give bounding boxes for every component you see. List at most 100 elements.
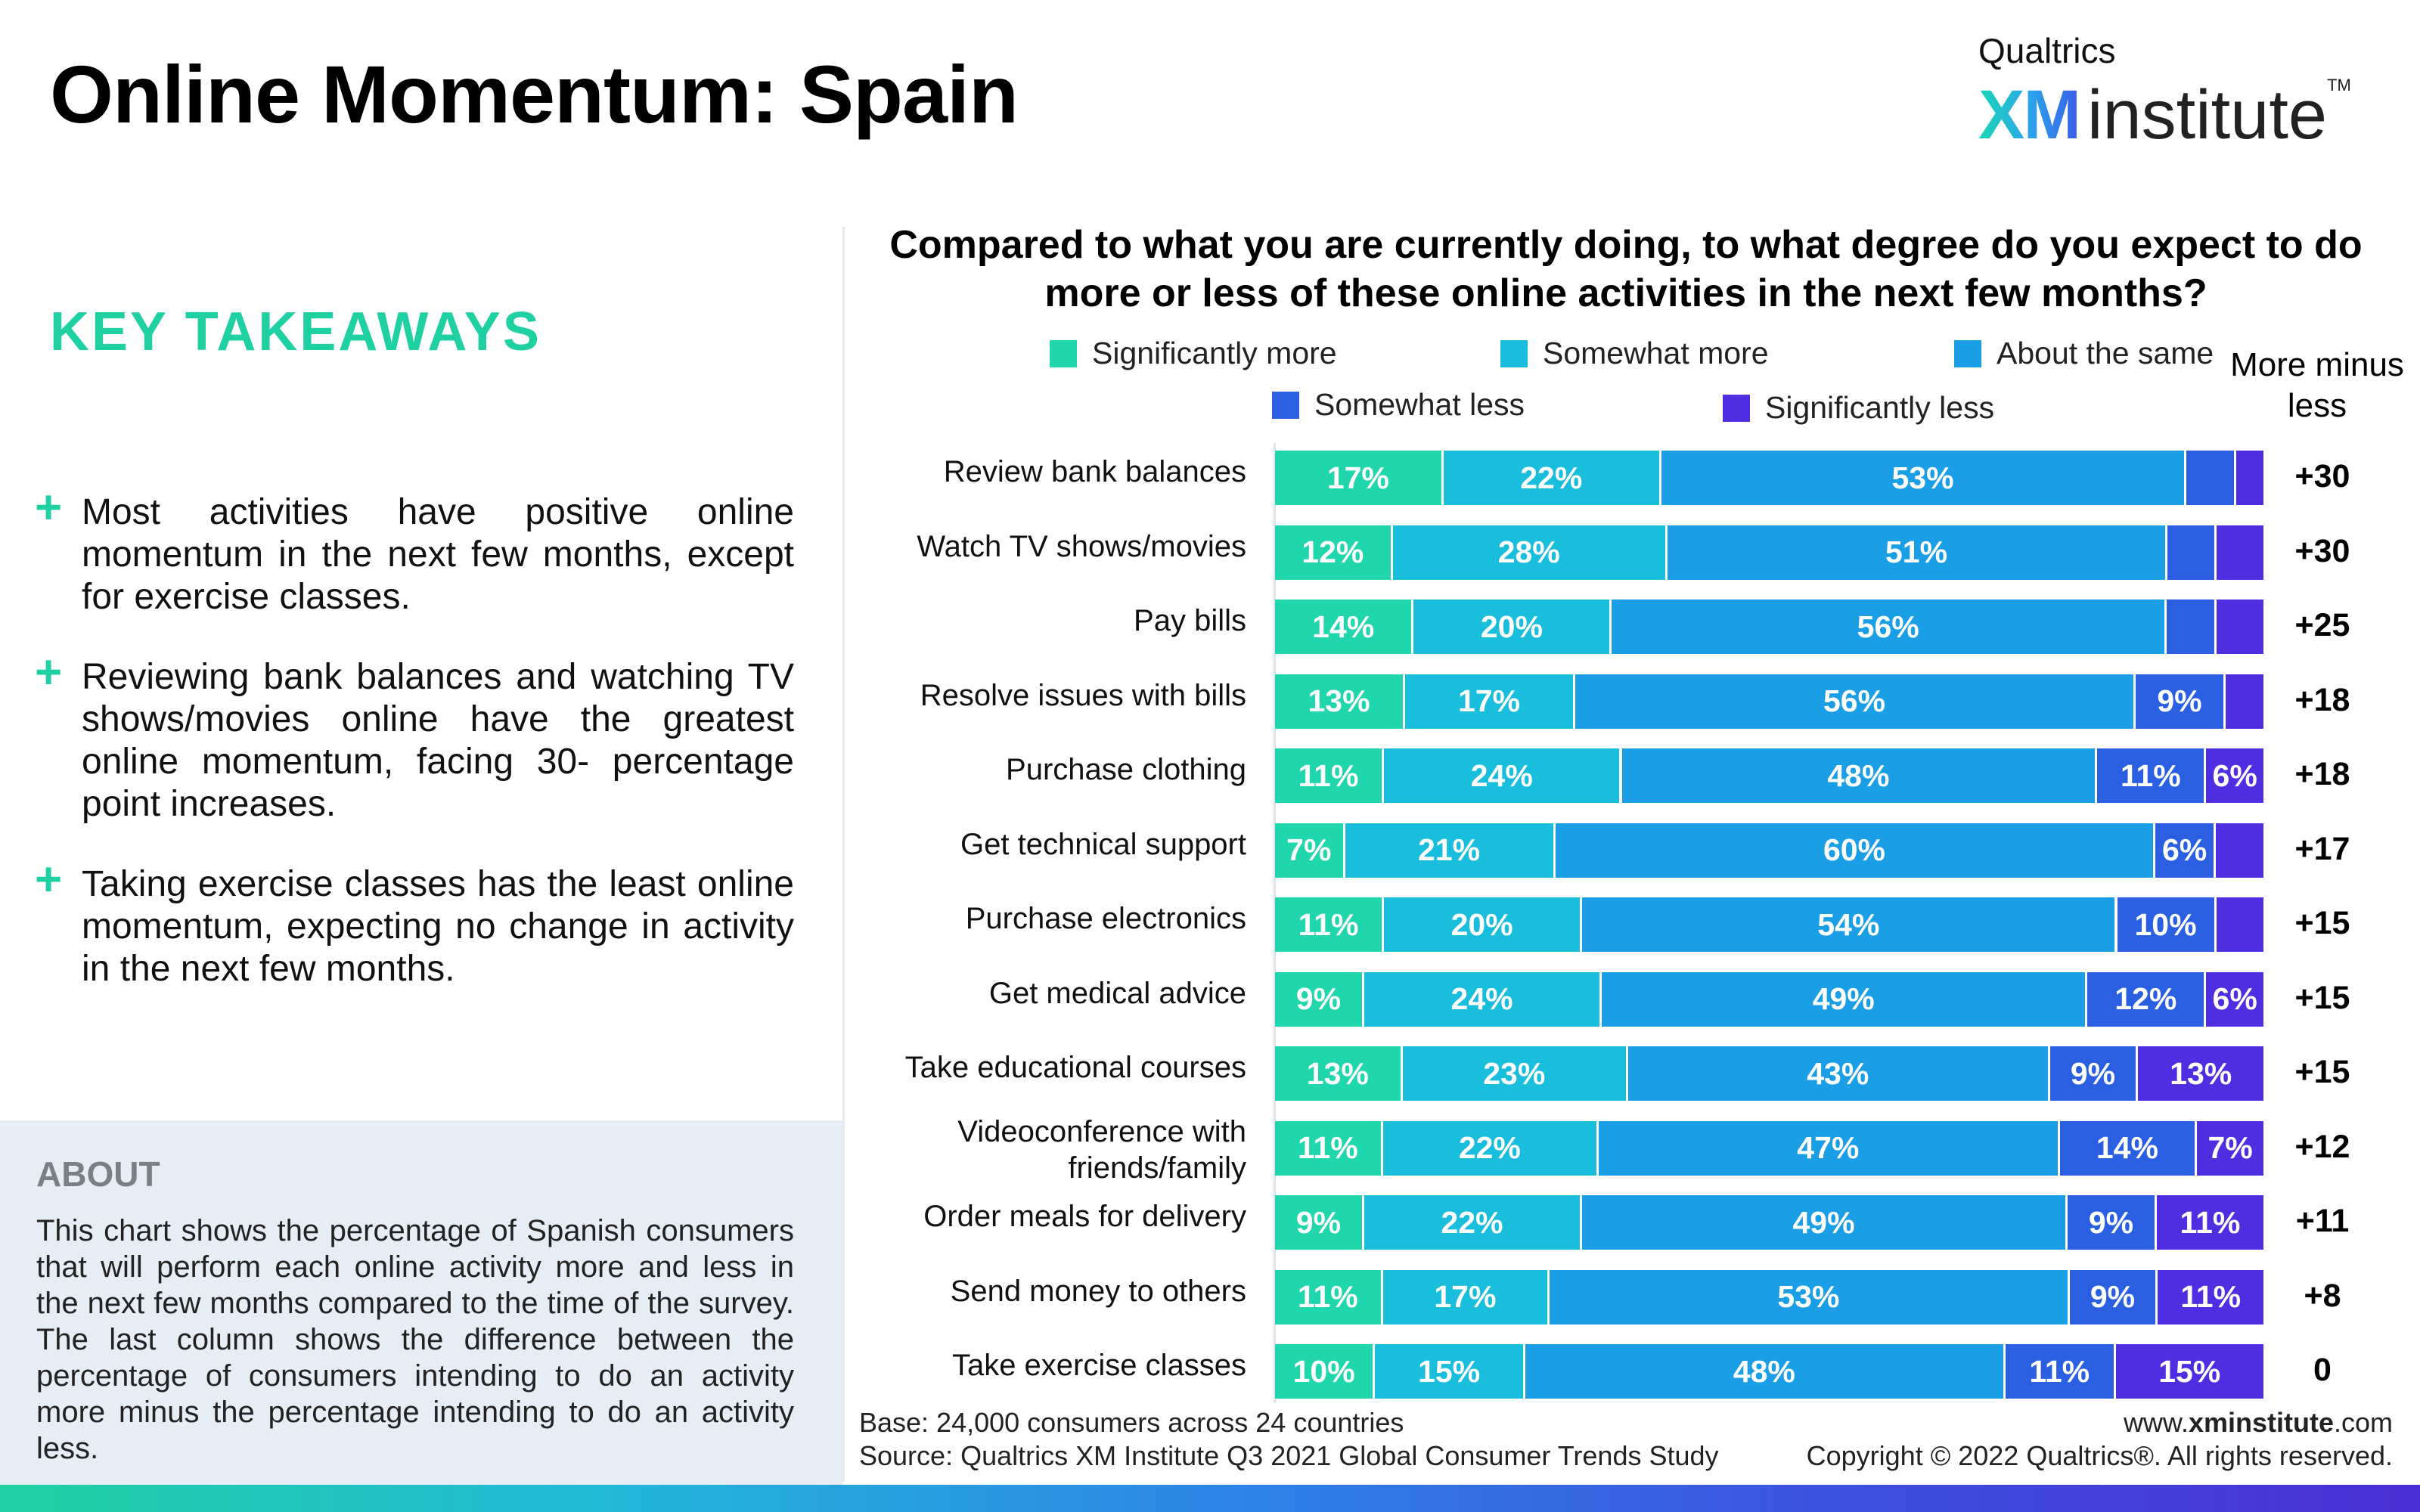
bar-segment: 11% bbox=[1275, 897, 1385, 952]
net-value: +25 bbox=[2294, 607, 2350, 643]
chart-title: Compared to what you are currently doing… bbox=[889, 223, 2363, 315]
bar-value-label: 12% bbox=[1302, 534, 1364, 569]
row-label: Review bank balances bbox=[943, 455, 1246, 488]
bar-value-label: 14% bbox=[2096, 1130, 2158, 1165]
bar-segment: 28% bbox=[1392, 525, 1668, 580]
footnote-source: Source: Qualtrics XM Institute Q3 2021 G… bbox=[859, 1440, 1719, 1471]
bar-value-label: 21% bbox=[1418, 832, 1481, 867]
key-takeaways-list: + Most activities have positive online mo… bbox=[35, 485, 794, 1028]
bar-value-label: 47% bbox=[1797, 1130, 1860, 1165]
legend-label: Somewhat more bbox=[1543, 336, 1769, 370]
bar-segment bbox=[2215, 823, 2266, 878]
net-value: +15 bbox=[2294, 1054, 2350, 1090]
key-takeaways-heading: KEY TAKEAWAYS bbox=[50, 302, 541, 362]
bar-value-label: 11% bbox=[2180, 1204, 2241, 1240]
legend-somewhat-less: Somewhat less bbox=[1272, 387, 1525, 423]
bar-segment: 20% bbox=[1384, 897, 1583, 952]
net-column-header: More minus less bbox=[2230, 346, 2404, 424]
bar-segment: 49% bbox=[1602, 971, 2088, 1027]
bar-segment: 60% bbox=[1555, 823, 2156, 878]
bar-segment: 22% bbox=[1364, 1195, 1583, 1250]
bar-segment: 9% bbox=[1275, 971, 1364, 1027]
bar-segment bbox=[2235, 451, 2266, 505]
bar-segment: 10% bbox=[1275, 1344, 1376, 1399]
bar-value-label: 9% bbox=[1295, 1204, 1342, 1240]
takeaway-text: Most activities have positive online mom… bbox=[82, 492, 794, 617]
bar-value-label: 23% bbox=[1483, 1055, 1546, 1091]
legend-swatch bbox=[1050, 340, 1077, 367]
url-suffix: .com bbox=[2333, 1407, 2393, 1438]
row-label: Order meals for delivery bbox=[923, 1200, 1246, 1233]
bar-segment: 11% bbox=[2097, 748, 2207, 803]
bar-value-label: 11% bbox=[1298, 906, 1359, 942]
footer-url[interactable]: www.xminstitute.com bbox=[2124, 1406, 2393, 1439]
bar-value-label: 9% bbox=[1295, 981, 1342, 1016]
bar-segment: 9% bbox=[2068, 1195, 2157, 1250]
bar-value-label: 13% bbox=[2170, 1055, 2232, 1091]
plus-icon: + bbox=[35, 482, 63, 534]
bar-value-label: 60% bbox=[1823, 832, 1885, 867]
bar-segment: 24% bbox=[1384, 748, 1622, 803]
net-value: +30 bbox=[2294, 458, 2350, 494]
bar-segment bbox=[2226, 674, 2266, 729]
logo-xm: XM bbox=[1978, 76, 2081, 153]
bar-value-label: 11% bbox=[1298, 758, 1359, 793]
bar-segment: 17% bbox=[1405, 674, 1575, 729]
bar-value-label: 13% bbox=[1306, 1055, 1369, 1091]
bar-segment: 6% bbox=[2206, 971, 2266, 1027]
bar-value-label: 9% bbox=[2070, 1055, 2116, 1091]
legend-significantly-less: Significantly less bbox=[1723, 390, 1994, 426]
bar-value-label: 17% bbox=[1434, 1279, 1497, 1314]
net-value: +18 bbox=[2294, 681, 2350, 718]
takeaway-text: Taking exercise classes has the least on… bbox=[82, 864, 794, 989]
bar-segment bbox=[2167, 600, 2217, 654]
bar-segment: 11% bbox=[2156, 1195, 2266, 1250]
bar-value-label: 43% bbox=[1807, 1055, 1869, 1091]
bar-segment: 48% bbox=[1621, 748, 2098, 803]
bar-segment bbox=[2216, 600, 2266, 654]
bar-segment bbox=[2167, 525, 2217, 580]
bar-value-label: 49% bbox=[1792, 1204, 1855, 1240]
net-value: +15 bbox=[2294, 979, 2350, 1016]
bar-value-label: 11% bbox=[2180, 1279, 2242, 1314]
legend-label: Somewhat less bbox=[1314, 387, 1525, 422]
logo-institute: institute bbox=[2087, 76, 2328, 153]
legend-label: About the same bbox=[1996, 336, 2214, 370]
bar-segment bbox=[2186, 451, 2236, 505]
bar-value-label: 10% bbox=[2134, 906, 2197, 942]
bar-segment: 15% bbox=[2115, 1344, 2266, 1399]
logo-wordmark: XM instituteTM bbox=[1978, 76, 2351, 155]
bar-value-label: 7% bbox=[2207, 1130, 2253, 1165]
legend-label: Significantly less bbox=[1765, 390, 1995, 425]
footnote-base: Base: 24,000 consumers across 24 countri… bbox=[859, 1407, 1404, 1438]
bar-segment: 17% bbox=[1275, 451, 1444, 505]
row-label: Take exercise classes bbox=[951, 1349, 1246, 1382]
chart-baseline bbox=[1274, 443, 1276, 1403]
bar-value-label: 9% bbox=[2090, 1279, 2136, 1314]
bar-value-label: 22% bbox=[1458, 1130, 1521, 1165]
legend-somewhat-more: Somewhat more bbox=[1500, 336, 1769, 371]
bar-value-label: 56% bbox=[1823, 683, 1885, 718]
bar-segment: 43% bbox=[1627, 1046, 2050, 1101]
footer-copyright: Copyright © 2022 Qualtrics®. All rights … bbox=[1806, 1440, 2393, 1471]
bar-segment: 20% bbox=[1413, 600, 1612, 654]
net-value: +15 bbox=[2294, 905, 2350, 941]
bar-segment: 53% bbox=[1550, 1269, 2070, 1325]
bar-value-label: 20% bbox=[1480, 609, 1543, 644]
bar-segment: 10% bbox=[2117, 897, 2217, 952]
legend-swatch bbox=[1500, 340, 1528, 367]
row-label: Videoconference with friends/family bbox=[957, 1114, 1246, 1185]
logo-brand: Qualtrics bbox=[1978, 31, 2116, 70]
bar-segment: 22% bbox=[1382, 1120, 1599, 1176]
bar-value-label: 14% bbox=[1312, 609, 1375, 644]
bar-segment: 9% bbox=[2069, 1269, 2158, 1325]
bar-value-label: 48% bbox=[1827, 758, 1890, 793]
bar-segment bbox=[2217, 525, 2266, 580]
legend-label: Significantly more bbox=[1092, 336, 1337, 370]
legend-swatch bbox=[1954, 340, 1981, 367]
footer-gradient-bar bbox=[0, 1485, 2420, 1512]
bar-segment: 9% bbox=[2049, 1046, 2139, 1101]
bar-value-label: 22% bbox=[1441, 1204, 1503, 1240]
bar-value-label: 13% bbox=[1308, 683, 1370, 718]
legend-significantly-more: Significantly more bbox=[1050, 336, 1337, 371]
